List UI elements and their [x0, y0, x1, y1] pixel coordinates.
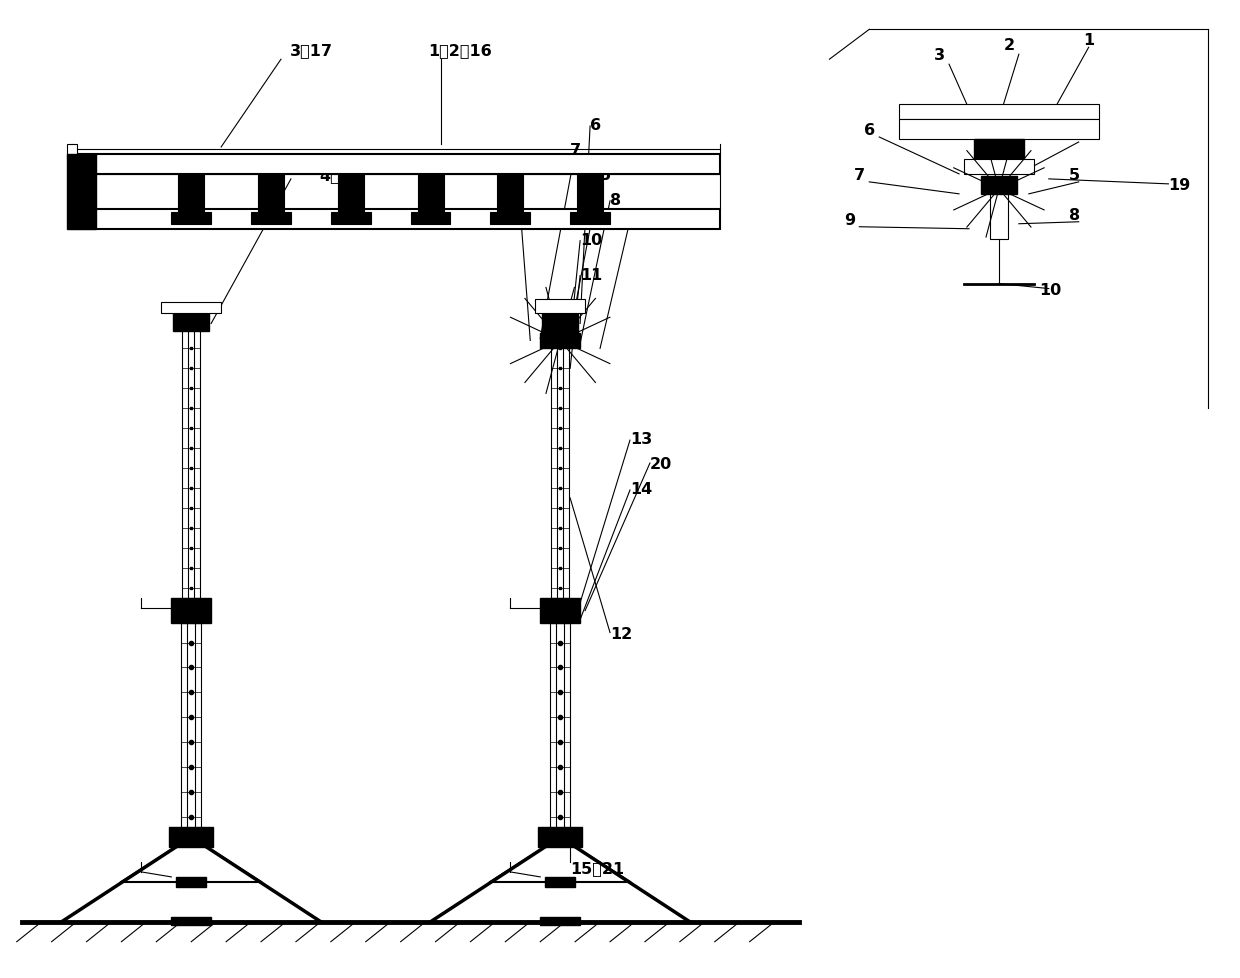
Text: 3: 3: [934, 48, 945, 64]
Text: 4: 4: [1069, 128, 1080, 143]
Bar: [181, 623, 201, 832]
Bar: [258, 175, 284, 214]
Bar: [174, 314, 210, 333]
Bar: [570, 212, 610, 225]
Text: 15、21: 15、21: [570, 860, 624, 875]
Bar: [990, 190, 1008, 240]
Text: 10: 10: [580, 233, 603, 247]
Text: 8: 8: [1069, 207, 1080, 223]
Bar: [899, 105, 1099, 120]
Bar: [552, 330, 569, 599]
Text: 8: 8: [610, 193, 621, 207]
Text: 11: 11: [580, 267, 603, 283]
Bar: [490, 212, 531, 225]
Text: 1: 1: [1083, 33, 1094, 48]
Bar: [250, 212, 291, 225]
Bar: [981, 177, 1017, 195]
Bar: [170, 827, 213, 847]
Text: 13: 13: [630, 431, 652, 447]
Text: 19: 19: [630, 212, 652, 228]
Bar: [337, 175, 363, 214]
Bar: [72, 175, 719, 209]
Bar: [179, 175, 205, 214]
Bar: [72, 209, 719, 230]
Bar: [72, 155, 719, 175]
Bar: [538, 827, 582, 847]
Text: 3、17: 3、17: [289, 43, 332, 58]
Bar: [963, 159, 1034, 175]
Bar: [176, 877, 206, 887]
Text: 14: 14: [630, 481, 652, 497]
Bar: [67, 145, 77, 159]
Text: 9: 9: [510, 202, 521, 217]
Bar: [541, 916, 580, 925]
Text: 1、2、16: 1、2、16: [429, 43, 492, 58]
Bar: [899, 120, 1099, 140]
Text: 5: 5: [1069, 167, 1080, 183]
Bar: [161, 302, 221, 314]
Text: 7: 7: [570, 143, 582, 157]
Bar: [418, 175, 444, 214]
Text: 5: 5: [600, 167, 611, 183]
Text: 12: 12: [610, 626, 632, 641]
Text: 20: 20: [650, 457, 672, 471]
Bar: [497, 175, 523, 214]
Bar: [331, 212, 371, 225]
Bar: [171, 212, 211, 225]
Bar: [546, 877, 575, 887]
Text: 10: 10: [1039, 283, 1061, 297]
Bar: [973, 140, 1024, 159]
Bar: [577, 175, 603, 214]
Bar: [171, 916, 211, 925]
Bar: [551, 623, 570, 832]
Bar: [541, 599, 580, 623]
Bar: [182, 330, 200, 599]
Text: 2: 2: [1003, 38, 1014, 53]
Bar: [542, 314, 578, 334]
Bar: [536, 299, 585, 314]
Text: 6: 6: [590, 118, 601, 133]
Bar: [410, 212, 450, 225]
Text: 9: 9: [843, 212, 854, 228]
Bar: [67, 155, 97, 230]
Text: 4、18: 4、18: [319, 167, 362, 183]
Text: 19: 19: [1168, 178, 1190, 193]
Bar: [541, 334, 580, 349]
Text: 6: 6: [864, 123, 875, 138]
Text: 7: 7: [854, 167, 864, 183]
Bar: [171, 599, 211, 623]
